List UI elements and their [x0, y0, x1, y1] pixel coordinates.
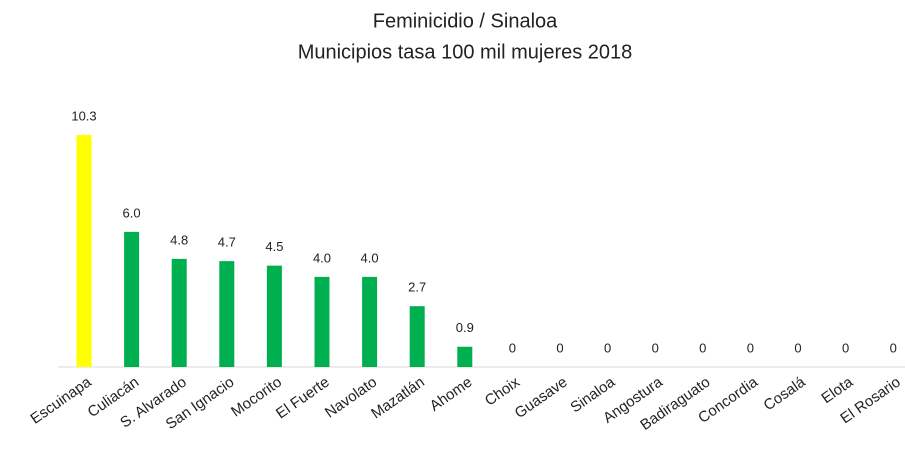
value-label: 0 — [509, 340, 516, 355]
bar — [266, 265, 282, 367]
x-tick-label: Elota — [818, 373, 856, 407]
bar — [409, 306, 425, 367]
value-label: 10.3 — [71, 108, 96, 123]
value-label: 0 — [747, 340, 754, 355]
value-label: 0 — [604, 340, 611, 355]
chart-title: Feminicidio / Sinaloa — [373, 10, 558, 32]
value-label: 0 — [890, 340, 897, 355]
chart-subtitle: Municipios tasa 100 mil mujeres 2018 — [298, 41, 633, 63]
bar — [76, 135, 92, 367]
x-tick-label: Guasave — [512, 374, 571, 422]
bar — [124, 231, 140, 367]
value-label: 0 — [652, 340, 659, 355]
x-tick-label: Ahome — [427, 374, 476, 415]
value-label: 0 — [794, 340, 801, 355]
bar — [457, 346, 473, 367]
value-label: 4.8 — [170, 232, 188, 247]
x-tick-label: Mazatlán — [368, 374, 428, 423]
value-label: 0 — [556, 340, 563, 355]
value-label: 2.7 — [408, 280, 426, 295]
bar — [314, 276, 330, 367]
value-label: 4.7 — [218, 235, 236, 250]
x-tick-label: El Fuerte — [273, 374, 333, 423]
value-label: 4.0 — [361, 250, 379, 265]
x-tick-label: Escuinapa — [27, 373, 95, 427]
bar — [362, 276, 378, 367]
bar — [171, 258, 187, 367]
value-label: 4.0 — [313, 250, 331, 265]
x-tick-label: Cosalá — [761, 373, 810, 414]
value-label: 0.9 — [456, 320, 474, 335]
bar — [219, 261, 235, 367]
value-label: 0 — [699, 340, 706, 355]
value-label: 4.5 — [265, 239, 283, 254]
value-label: 6.0 — [123, 205, 141, 220]
value-label: 0 — [842, 340, 849, 355]
